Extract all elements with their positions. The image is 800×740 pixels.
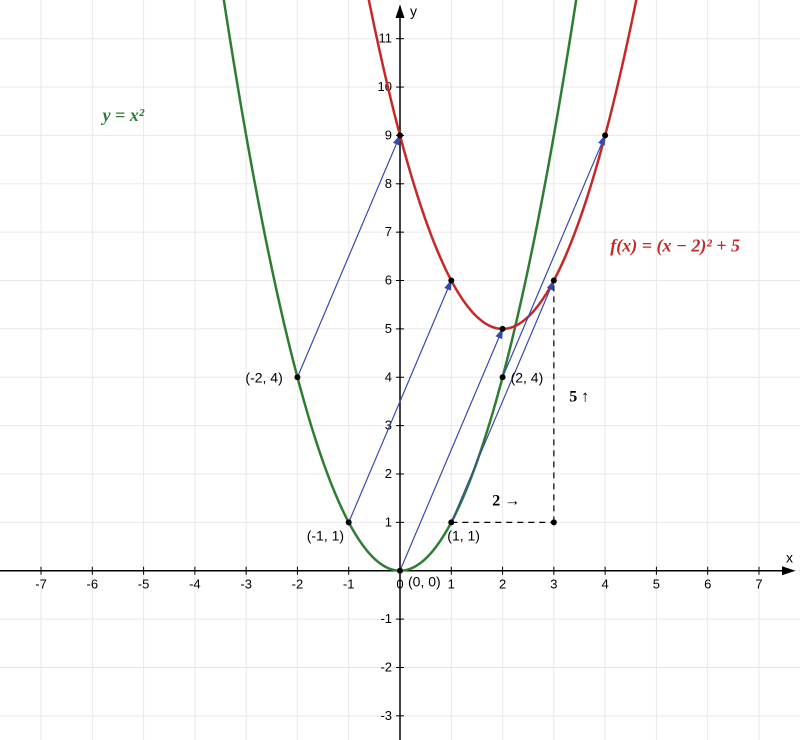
chart-svg: -7-6-5-4-3-2-101234567-3-2-1123456789101… bbox=[0, 0, 800, 740]
y-tick-label: 1 bbox=[385, 514, 392, 529]
point-label: (1, 1) bbox=[447, 527, 480, 543]
data-point bbox=[448, 278, 454, 284]
data-point bbox=[500, 374, 506, 380]
x-tick-label: -3 bbox=[240, 577, 252, 592]
x-tick-label: -2 bbox=[292, 577, 304, 592]
y-tick-label: 7 bbox=[385, 224, 392, 239]
x-tick-label: -7 bbox=[35, 577, 47, 592]
x-tick-label: 6 bbox=[704, 577, 711, 592]
data-point bbox=[602, 132, 608, 138]
x-tick-label: 1 bbox=[448, 577, 455, 592]
x-tick-label: 3 bbox=[550, 577, 557, 592]
y-tick-label: 3 bbox=[385, 418, 392, 433]
x-tick-label: 2 bbox=[499, 577, 506, 592]
x-tick-label: -4 bbox=[189, 577, 201, 592]
y-tick-label: -2 bbox=[380, 659, 392, 674]
x-tick-label: -5 bbox=[138, 577, 150, 592]
data-point bbox=[448, 519, 454, 525]
x-axis-label: x bbox=[786, 550, 793, 566]
x-tick-label: -6 bbox=[87, 577, 99, 592]
x-tick-label: -1 bbox=[343, 577, 355, 592]
y-tick-label: 8 bbox=[385, 176, 392, 191]
point-label: (-2, 4) bbox=[245, 369, 282, 385]
annotation: 2 → bbox=[492, 492, 520, 509]
annotation: 5 ↑ bbox=[569, 388, 589, 405]
data-point bbox=[346, 519, 352, 525]
data-point bbox=[551, 278, 557, 284]
data-point bbox=[500, 326, 506, 332]
y-tick-label: 6 bbox=[385, 273, 392, 288]
data-point bbox=[397, 568, 403, 574]
y-tick-label: 2 bbox=[385, 466, 392, 481]
y-tick-label: -1 bbox=[380, 611, 392, 626]
curve-label-parabola1: y = x² bbox=[101, 105, 145, 125]
chart-container: -7-6-5-4-3-2-101234567-3-2-1123456789101… bbox=[0, 0, 800, 740]
data-point bbox=[294, 374, 300, 380]
x-tick-label: 5 bbox=[653, 577, 660, 592]
y-tick-label: 4 bbox=[385, 369, 392, 384]
point-label: (-1, 1) bbox=[307, 527, 344, 543]
data-point bbox=[397, 132, 403, 138]
y-axis-label: y bbox=[410, 3, 417, 19]
point-label: (0, 0) bbox=[408, 574, 441, 590]
point-label: (2, 4) bbox=[511, 369, 544, 385]
y-tick-label: -3 bbox=[380, 708, 392, 723]
y-tick-label: 5 bbox=[385, 321, 392, 336]
x-tick-label: 7 bbox=[755, 577, 762, 592]
x-tick-label: 4 bbox=[602, 577, 609, 592]
data-point bbox=[551, 519, 557, 525]
curve-label-parabola2: f(x) = (x − 2)² + 5 bbox=[610, 236, 740, 257]
y-tick-label: 11 bbox=[379, 31, 393, 46]
x-tick-label: 0 bbox=[396, 577, 403, 592]
y-tick-label: 9 bbox=[385, 127, 392, 142]
